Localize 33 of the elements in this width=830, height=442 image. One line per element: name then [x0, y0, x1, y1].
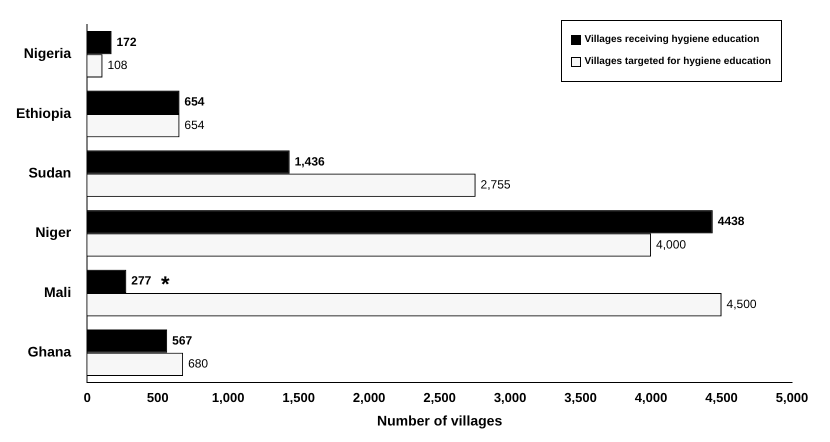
x-tick-label: 1,000: [212, 390, 244, 405]
x-tick-label: 4,500: [705, 390, 738, 405]
y-tick-label: Niger: [35, 224, 72, 240]
data-label: 1,436: [294, 154, 325, 168]
y-tick-label: Ethiopia: [16, 104, 72, 121]
data-label: 680: [188, 356, 208, 371]
data-label: 172: [116, 34, 137, 49]
y-tick-label: Ghana: [28, 344, 72, 360]
x-tick-label: 5,000: [776, 390, 808, 405]
annotation: *: [161, 271, 170, 296]
legend-label: Villages targeted for hygiene education: [584, 55, 771, 69]
data-label: 108: [107, 58, 128, 72]
x-tick-label: 500: [146, 390, 169, 405]
y-tick-label: Sudan: [28, 164, 72, 181]
data-label: 567: [172, 333, 192, 348]
data-label: 4,000: [656, 237, 686, 252]
x-axis-title: Number of villages: [376, 412, 502, 428]
legend-label: Villages receiving hygiene education: [584, 33, 760, 47]
y-tick-label: Nigeria: [24, 45, 72, 62]
data-label: 4,500: [726, 297, 757, 312]
x-tick-label: 3,000: [494, 390, 526, 405]
x-tick-label: 2,000: [352, 390, 386, 405]
data-label: 654: [184, 118, 205, 132]
x-tick-label: 2,500: [423, 390, 456, 405]
y-tick-label: Mali: [44, 284, 72, 300]
data-label: 277: [131, 274, 152, 288]
x-tick-label: 4,000: [634, 390, 668, 405]
x-tick-label: 0: [84, 390, 91, 405]
x-tick-label: 3,500: [564, 390, 597, 405]
data-label: 4438: [718, 214, 745, 228]
data-label: 2,755: [480, 178, 511, 192]
data-label: 654: [184, 94, 205, 109]
x-tick-label: 1,500: [282, 390, 315, 405]
